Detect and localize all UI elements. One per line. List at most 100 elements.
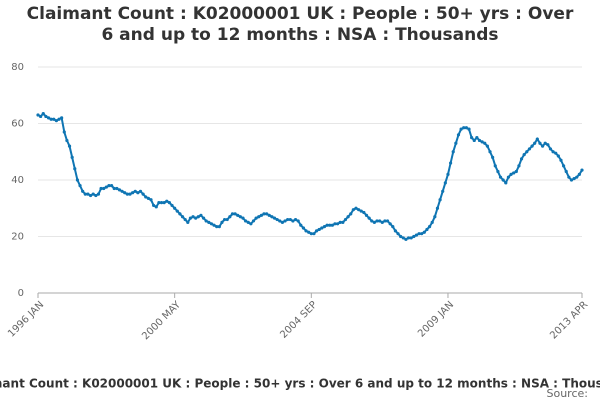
point (270, 215, 274, 219)
point (527, 147, 532, 151)
point (167, 201, 172, 205)
point (351, 208, 355, 212)
point (393, 229, 398, 233)
point (236, 213, 240, 217)
point (199, 213, 203, 217)
point (569, 178, 574, 182)
point (109, 184, 114, 188)
point (354, 206, 358, 210)
point (496, 169, 500, 174)
point (498, 175, 503, 179)
point (540, 144, 545, 148)
point (291, 219, 295, 223)
point (312, 232, 316, 236)
point (102, 186, 106, 191)
point (123, 191, 127, 195)
source: Source: (547, 387, 589, 400)
point (412, 234, 416, 239)
point (96, 192, 101, 196)
point (183, 217, 187, 222)
point (517, 164, 521, 168)
point (525, 150, 529, 154)
point (346, 215, 350, 219)
point (430, 220, 434, 224)
point (485, 144, 489, 148)
point (406, 236, 411, 240)
point (422, 230, 426, 234)
point (375, 219, 379, 223)
point (506, 175, 511, 179)
point (364, 213, 369, 217)
point (456, 133, 461, 137)
point (141, 192, 145, 196)
point (91, 192, 95, 196)
point (509, 172, 513, 176)
point (222, 217, 227, 222)
x-tick-label: 2009 JAN (416, 299, 456, 339)
point (262, 212, 266, 216)
point (391, 225, 395, 229)
point (488, 150, 492, 154)
point (144, 195, 148, 199)
point (36, 113, 40, 117)
point (152, 203, 156, 208)
point (94, 193, 98, 198)
point (330, 223, 334, 227)
point (522, 152, 526, 157)
point (572, 176, 576, 181)
point (44, 114, 48, 119)
point (233, 212, 237, 216)
point (125, 192, 129, 196)
point (383, 219, 387, 223)
point (359, 209, 363, 213)
y-tick-label: 40 (11, 175, 24, 186)
point (60, 116, 64, 120)
point (173, 206, 177, 210)
point (333, 222, 337, 226)
y-tick-label: 0 (18, 288, 24, 299)
point (83, 192, 87, 196)
point (378, 219, 382, 223)
point (128, 192, 132, 196)
point (283, 219, 287, 223)
point (99, 186, 103, 191)
point (159, 201, 164, 205)
point (209, 222, 214, 226)
point (257, 215, 261, 219)
point (304, 229, 308, 233)
point (388, 222, 392, 226)
point (480, 140, 484, 144)
point (338, 220, 342, 224)
point (301, 226, 306, 230)
x-tick-label: 2013 APR (548, 299, 590, 341)
point (272, 216, 277, 220)
point (65, 138, 69, 143)
point (307, 230, 311, 234)
point (215, 225, 219, 229)
point (238, 215, 242, 219)
point (341, 220, 345, 224)
point (88, 193, 93, 198)
point (543, 141, 547, 145)
point (81, 189, 85, 193)
x-tick-label: 1996 JAN (6, 299, 46, 339)
point (62, 130, 66, 134)
point (320, 226, 324, 230)
point (186, 220, 190, 224)
point (230, 212, 235, 216)
point (286, 217, 290, 222)
point (385, 219, 390, 223)
point (217, 225, 221, 229)
point (417, 232, 421, 236)
point (491, 155, 495, 159)
point (546, 143, 550, 147)
x-tick-label: 2004 SEP (278, 299, 319, 340)
point (396, 232, 400, 236)
point (357, 208, 361, 212)
point (475, 136, 479, 140)
point (78, 184, 82, 188)
point (409, 236, 413, 240)
point (443, 181, 447, 185)
point (293, 217, 298, 222)
